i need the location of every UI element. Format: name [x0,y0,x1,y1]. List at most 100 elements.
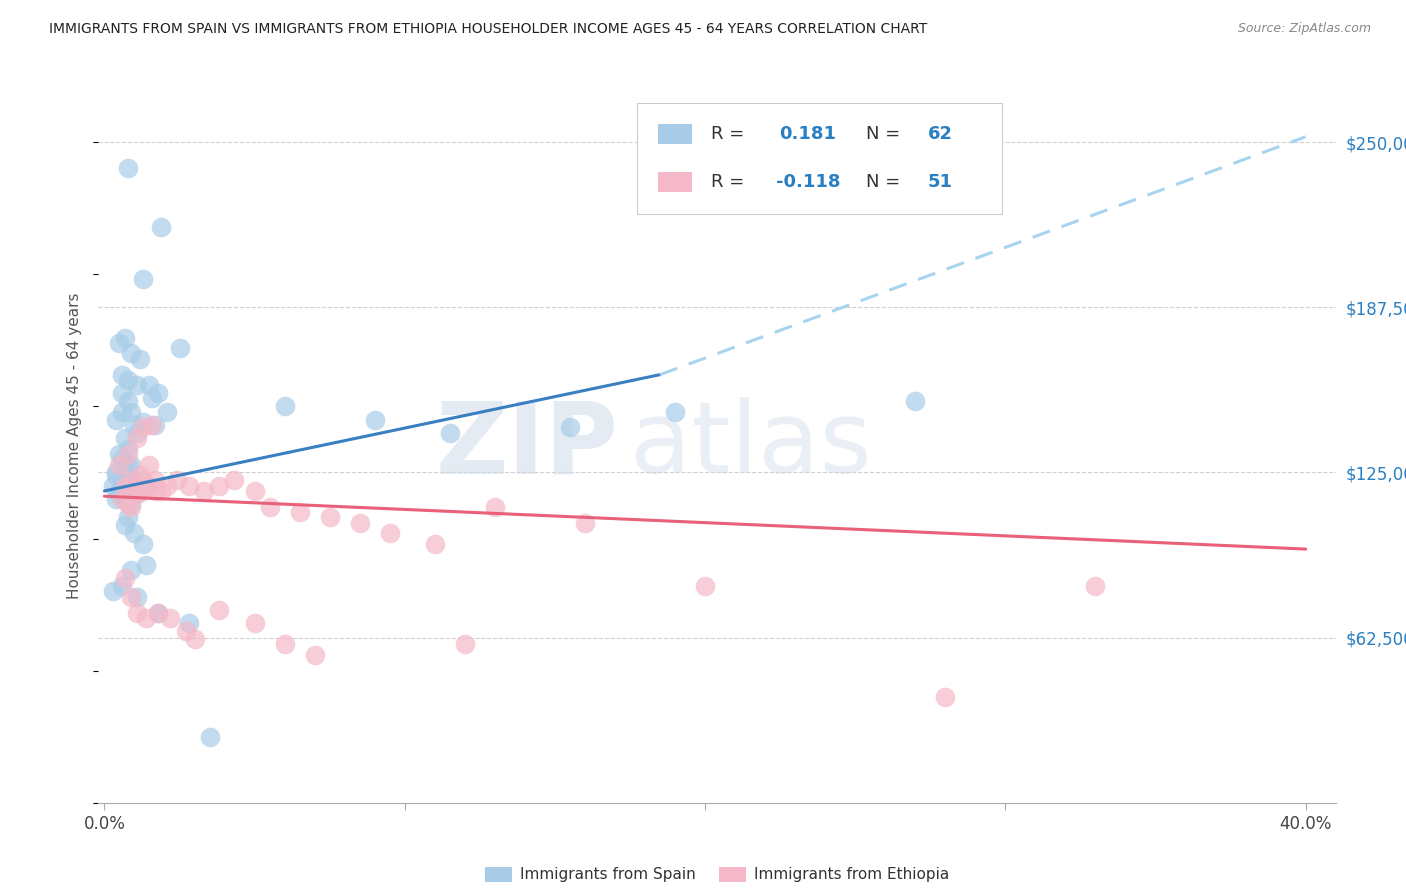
Point [129,468,152,483]
Point [174,624,197,638]
Point [127,425,149,440]
Point [117,458,139,472]
Point [132,420,155,434]
Point [148,386,170,401]
Point [105,466,128,480]
Point [120,474,142,488]
Point [111,474,134,488]
Point [222,474,245,488]
Point [166,474,188,488]
Text: ZIP: ZIP [436,398,619,494]
Point [105,412,128,426]
Point [117,447,139,461]
Point [145,483,167,498]
Text: N =: N = [866,173,905,191]
Point [117,394,139,409]
Point [318,510,340,524]
Point [132,272,155,286]
Point [259,500,281,514]
Point [148,606,170,620]
Point [124,526,146,541]
FancyBboxPatch shape [637,103,1001,214]
Point [108,458,131,472]
Point [378,526,401,541]
Point [127,378,149,392]
Text: 0.181: 0.181 [779,125,837,143]
Legend: Immigrants from Spain, Immigrants from Ethiopia: Immigrants from Spain, Immigrants from E… [479,861,955,888]
Point [117,497,139,511]
Text: atlas: atlas [630,398,872,494]
Point [159,611,181,625]
Point [243,616,266,631]
Point [114,478,136,492]
Point [150,483,173,498]
Point [169,341,191,355]
Point [243,483,266,498]
Point [120,497,142,511]
Point [111,368,134,382]
Point [304,648,326,662]
Text: N =: N = [866,125,905,143]
Point [114,571,136,585]
Point [132,474,155,488]
Point [127,431,149,445]
Point [111,386,134,401]
Point [132,415,155,429]
Text: 62: 62 [928,125,952,143]
Point [124,474,146,488]
Point [904,394,927,409]
Point [132,537,155,551]
Text: R =: R = [711,173,749,191]
Point [129,351,152,366]
Point [127,590,149,604]
Point [1084,579,1107,593]
Point [117,510,139,524]
Point [117,161,139,176]
Point [111,404,134,418]
Point [141,392,163,406]
Point [132,478,155,492]
Point [129,483,152,498]
Text: -0.118: -0.118 [776,173,841,191]
Point [105,468,128,483]
Point [150,219,173,234]
Point [108,486,131,500]
Point [484,500,506,514]
Point [288,505,311,519]
Point [114,431,136,445]
Point [193,483,215,498]
Point [141,417,163,432]
Point [117,373,139,387]
Point [124,483,146,498]
Point [177,478,200,492]
Text: Source: ZipAtlas.com: Source: ZipAtlas.com [1237,22,1371,36]
Point [108,447,131,461]
Point [114,468,136,483]
Point [207,478,229,492]
Point [135,611,157,625]
Point [120,458,142,472]
Point [117,442,139,456]
Point [105,491,128,506]
Point [177,616,200,631]
Point [349,516,371,530]
Point [114,518,136,533]
Point [145,417,167,432]
Point [124,417,146,432]
Point [273,637,295,651]
Text: IMMIGRANTS FROM SPAIN VS IMMIGRANTS FROM ETHIOPIA HOUSEHOLDER INCOME AGES 45 - 6: IMMIGRANTS FROM SPAIN VS IMMIGRANTS FROM… [49,22,928,37]
Point [120,590,142,604]
Point [120,404,142,418]
Point [693,579,716,593]
Text: 51: 51 [928,173,952,191]
Point [132,483,155,498]
Point [108,335,131,350]
Bar [658,124,692,145]
Point [145,474,167,488]
Point [111,579,134,593]
Text: R =: R = [711,125,749,143]
Point [574,516,596,530]
Point [103,478,125,492]
Point [934,690,956,704]
Point [138,478,160,492]
